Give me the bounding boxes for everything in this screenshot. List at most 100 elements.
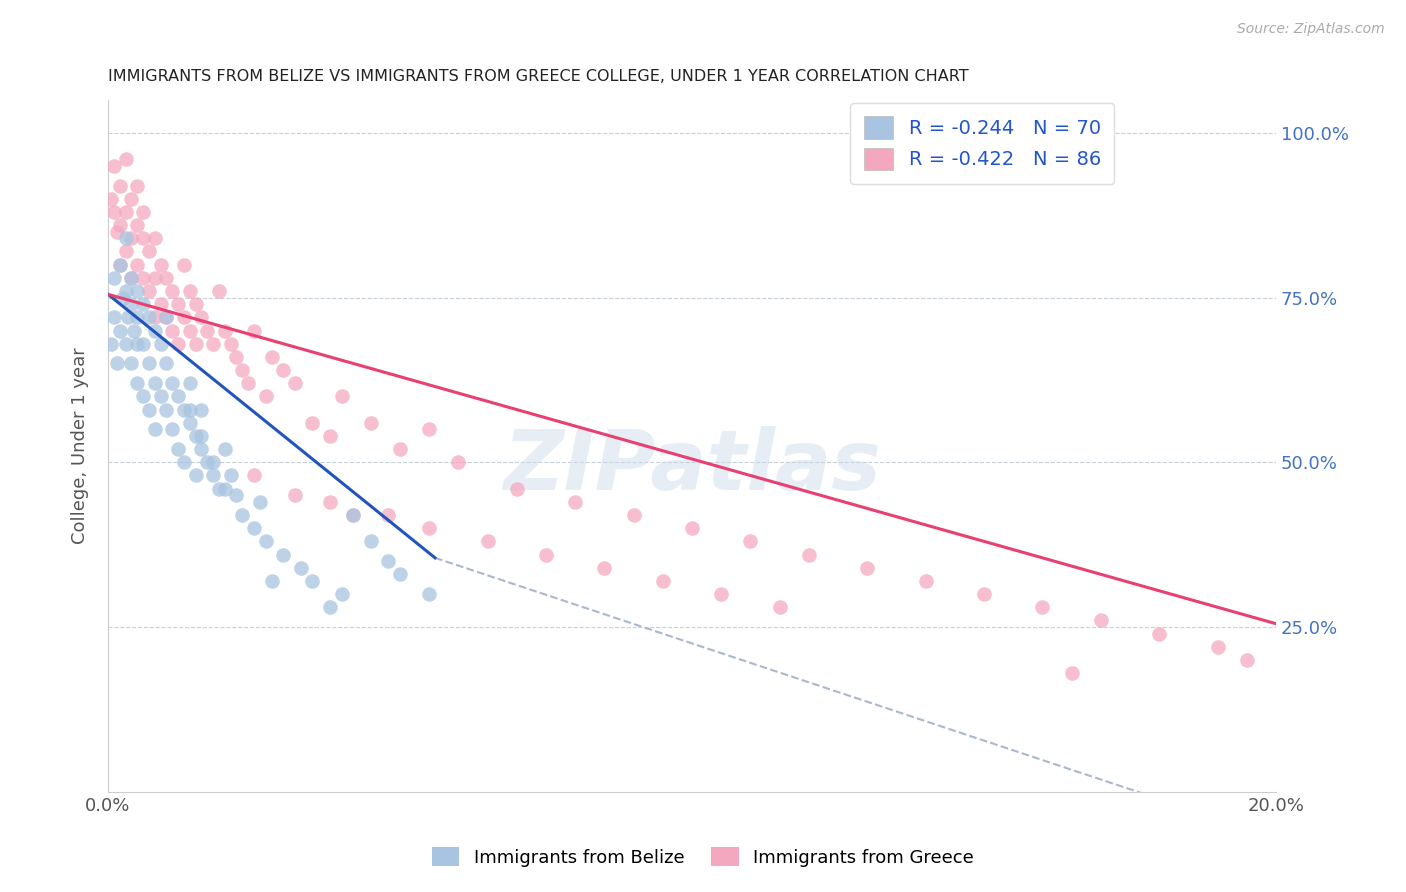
Point	[127, 284, 149, 298]
Point	[120, 270, 142, 285]
Point	[768, 600, 790, 615]
Point	[260, 574, 283, 588]
Point	[593, 560, 616, 574]
Point	[477, 534, 499, 549]
Point	[208, 482, 231, 496]
Legend: Immigrants from Belize, Immigrants from Greece: Immigrants from Belize, Immigrants from …	[425, 840, 981, 874]
Point	[1090, 614, 1112, 628]
Point	[149, 389, 172, 403]
Point	[155, 402, 177, 417]
Point	[149, 258, 172, 272]
Point	[219, 336, 242, 351]
Point	[202, 455, 225, 469]
Point	[108, 258, 131, 272]
Point	[254, 389, 277, 403]
Point	[114, 205, 136, 219]
Point	[797, 548, 820, 562]
Point	[120, 297, 142, 311]
Point	[127, 178, 149, 193]
Point	[117, 310, 139, 325]
Point	[319, 429, 342, 443]
Point	[173, 402, 195, 417]
Point	[190, 402, 212, 417]
Point	[160, 376, 183, 391]
Point	[114, 336, 136, 351]
Point	[260, 350, 283, 364]
Point	[120, 270, 142, 285]
Point	[127, 376, 149, 391]
Point	[179, 324, 201, 338]
Point	[127, 258, 149, 272]
Point	[149, 297, 172, 311]
Point	[143, 231, 166, 245]
Point	[1031, 600, 1053, 615]
Point	[105, 225, 128, 239]
Point	[103, 310, 125, 325]
Point	[1236, 653, 1258, 667]
Point	[111, 291, 134, 305]
Point	[319, 600, 342, 615]
Point	[138, 310, 160, 325]
Point	[360, 416, 382, 430]
Point	[120, 356, 142, 370]
Legend: R = -0.244   N = 70, R = -0.422   N = 86: R = -0.244 N = 70, R = -0.422 N = 86	[851, 103, 1115, 184]
Point	[120, 231, 142, 245]
Point	[249, 495, 271, 509]
Point	[127, 218, 149, 232]
Point	[132, 389, 155, 403]
Point	[127, 310, 149, 325]
Point	[108, 178, 131, 193]
Point	[225, 350, 247, 364]
Point	[534, 548, 557, 562]
Point	[564, 495, 586, 509]
Point	[160, 422, 183, 436]
Point	[418, 587, 440, 601]
Point	[149, 336, 172, 351]
Point	[271, 363, 294, 377]
Point	[243, 521, 266, 535]
Point	[190, 429, 212, 443]
Point	[1147, 626, 1170, 640]
Point	[447, 455, 470, 469]
Point	[301, 574, 323, 588]
Point	[330, 587, 353, 601]
Point	[330, 389, 353, 403]
Point	[1060, 666, 1083, 681]
Point	[167, 389, 190, 403]
Point	[143, 324, 166, 338]
Point	[418, 422, 440, 436]
Point	[231, 363, 253, 377]
Point	[143, 422, 166, 436]
Point	[179, 284, 201, 298]
Point	[190, 442, 212, 457]
Point	[114, 244, 136, 259]
Point	[710, 587, 733, 601]
Point	[132, 205, 155, 219]
Point	[195, 455, 218, 469]
Point	[138, 244, 160, 259]
Point	[114, 231, 136, 245]
Point	[214, 324, 236, 338]
Point	[120, 192, 142, 206]
Text: IMMIGRANTS FROM BELIZE VS IMMIGRANTS FROM GREECE COLLEGE, UNDER 1 YEAR CORRELATI: IMMIGRANTS FROM BELIZE VS IMMIGRANTS FRO…	[108, 69, 969, 84]
Point	[167, 297, 190, 311]
Point	[160, 324, 183, 338]
Point	[208, 284, 231, 298]
Point	[100, 336, 122, 351]
Point	[167, 442, 190, 457]
Point	[225, 488, 247, 502]
Point	[155, 310, 177, 325]
Point	[342, 508, 364, 522]
Point	[418, 521, 440, 535]
Point	[290, 560, 312, 574]
Point	[132, 231, 155, 245]
Point	[103, 205, 125, 219]
Point	[155, 356, 177, 370]
Point	[388, 442, 411, 457]
Text: Source: ZipAtlas.com: Source: ZipAtlas.com	[1237, 22, 1385, 37]
Point	[651, 574, 673, 588]
Point	[243, 324, 266, 338]
Point	[103, 270, 125, 285]
Text: ZIPatlas: ZIPatlas	[503, 426, 882, 507]
Point	[132, 336, 155, 351]
